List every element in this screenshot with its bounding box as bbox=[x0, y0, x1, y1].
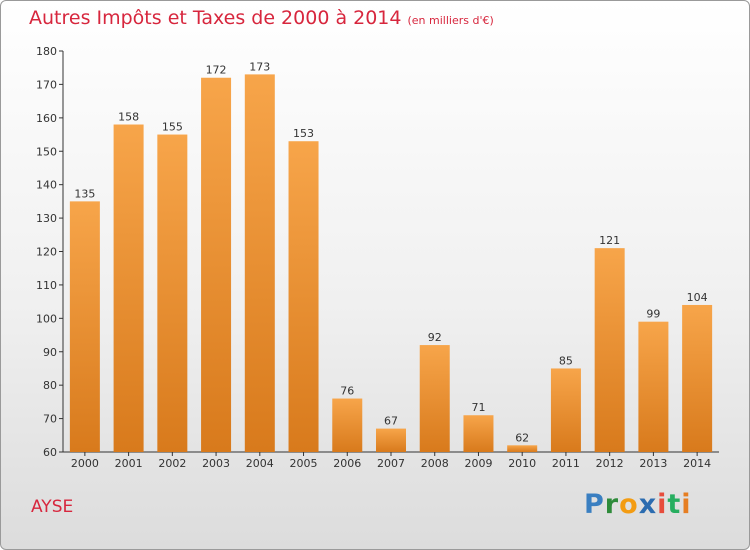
chart-title: Autres Impôts et Taxes de 2000 à 2014 bbox=[29, 7, 402, 29]
bar bbox=[507, 445, 538, 452]
y-tick-label: 180 bbox=[36, 45, 57, 58]
logo-letter: x bbox=[638, 489, 658, 520]
y-tick-label: 80 bbox=[43, 379, 57, 392]
x-tick-label: 2003 bbox=[202, 457, 230, 470]
data-label: 76 bbox=[340, 385, 354, 398]
x-tick-label: 2000 bbox=[71, 457, 99, 470]
x-tick-label: 2010 bbox=[508, 457, 536, 470]
bar bbox=[419, 345, 450, 452]
bar bbox=[113, 124, 144, 453]
bar bbox=[463, 415, 494, 452]
commune-name: AYSE bbox=[31, 497, 74, 517]
data-label: 104 bbox=[687, 291, 708, 304]
y-tick-label: 140 bbox=[36, 179, 57, 192]
x-tick-label: 2012 bbox=[596, 457, 624, 470]
data-label: 67 bbox=[384, 415, 398, 428]
y-tick-label: 160 bbox=[36, 112, 57, 125]
y-tick-label: 60 bbox=[43, 446, 57, 459]
data-label: 99 bbox=[646, 308, 660, 321]
bar bbox=[594, 248, 625, 452]
data-label: 172 bbox=[206, 64, 227, 77]
logo-letter: o bbox=[619, 489, 639, 520]
y-tick-label: 120 bbox=[36, 246, 57, 259]
data-label: 71 bbox=[471, 401, 485, 414]
logo-letter: i bbox=[657, 489, 668, 520]
data-label: 121 bbox=[599, 234, 620, 247]
bar bbox=[288, 141, 319, 452]
bar bbox=[157, 134, 188, 452]
bar bbox=[376, 428, 406, 452]
logo-letter: t bbox=[667, 489, 682, 520]
y-tick-label: 100 bbox=[36, 312, 57, 325]
bar bbox=[332, 398, 363, 452]
y-tick-label: 130 bbox=[36, 212, 57, 225]
y-tick-label: 70 bbox=[43, 413, 57, 426]
data-label: 62 bbox=[515, 431, 529, 444]
x-tick-label: 2009 bbox=[464, 457, 492, 470]
bar bbox=[244, 74, 275, 453]
data-label: 158 bbox=[118, 111, 139, 124]
x-tick-label: 2013 bbox=[639, 457, 667, 470]
y-tick-label: 90 bbox=[43, 346, 57, 359]
proxiti-logo: Proxiti bbox=[584, 489, 692, 520]
data-label: 153 bbox=[293, 127, 314, 140]
logo-letter: P bbox=[584, 489, 605, 520]
bar bbox=[69, 201, 100, 452]
data-label: 135 bbox=[74, 187, 95, 200]
x-tick-label: 2008 bbox=[421, 457, 449, 470]
x-tick-label: 2005 bbox=[290, 457, 318, 470]
x-tick-label: 2002 bbox=[158, 457, 186, 470]
chart-title-block: Autres Impôts et Taxes de 2000 à 2014 (en… bbox=[29, 7, 494, 29]
x-tick-label: 2004 bbox=[246, 457, 274, 470]
x-tick-label: 2006 bbox=[333, 457, 361, 470]
logo-letter: r bbox=[604, 489, 620, 520]
logo-letter: i bbox=[681, 489, 692, 520]
x-tick-label: 2001 bbox=[115, 457, 143, 470]
data-label: 85 bbox=[559, 354, 573, 367]
y-tick-label: 170 bbox=[36, 78, 57, 91]
bar bbox=[550, 368, 581, 452]
bar bbox=[201, 77, 232, 452]
x-tick-label: 2011 bbox=[552, 457, 580, 470]
bar bbox=[682, 304, 713, 452]
y-tick-label: 110 bbox=[36, 279, 57, 292]
x-tick-label: 2014 bbox=[683, 457, 711, 470]
chart-subtitle: (en milliers d'€) bbox=[407, 14, 494, 27]
data-label: 92 bbox=[428, 331, 442, 344]
data-label: 173 bbox=[249, 60, 270, 73]
data-label: 155 bbox=[162, 121, 183, 134]
y-tick-label: 150 bbox=[36, 145, 57, 158]
bar bbox=[638, 321, 669, 452]
x-tick-label: 2007 bbox=[377, 457, 405, 470]
